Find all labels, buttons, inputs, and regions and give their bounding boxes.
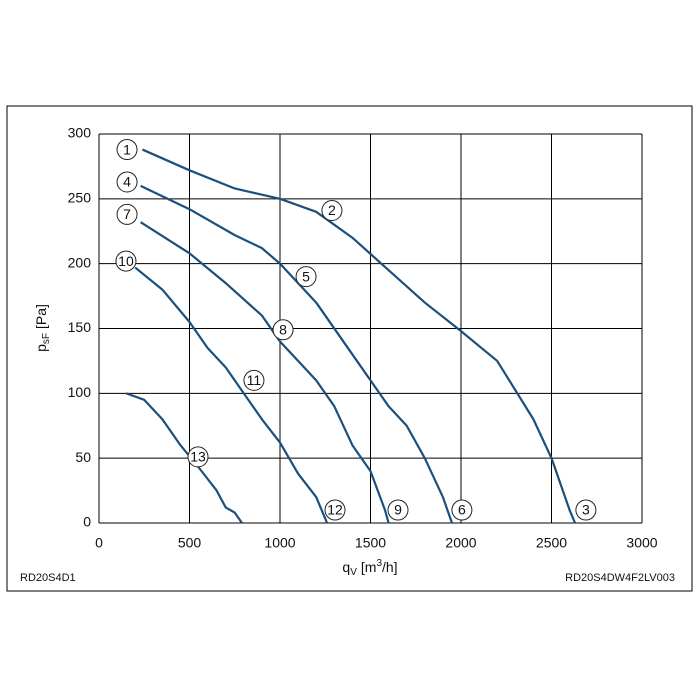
x-tick-label: 2000 (445, 535, 476, 551)
annotation: 12 (327, 502, 343, 518)
annotation: 10 (118, 253, 134, 269)
x-label-unit: [m (361, 559, 377, 575)
x-label-main: q (342, 559, 350, 575)
annotation-circle (115, 250, 137, 272)
x-label-unit-end: /h] (382, 559, 398, 575)
x-tick-label: 500 (178, 535, 202, 551)
x-tick-label: 3000 (626, 535, 657, 551)
footnote-left: RD20S4D1 (20, 572, 76, 584)
annotation-circle (575, 499, 597, 521)
y-tick-label: 200 (68, 254, 92, 270)
annotation: 8 (279, 321, 287, 337)
fan-curve (140, 221, 390, 524)
annotation-circle (116, 171, 138, 193)
y-tick-label: 100 (68, 384, 92, 400)
y-tick-label: 250 (68, 190, 92, 206)
annotation: 3 (582, 502, 590, 518)
annotation-circle (324, 499, 346, 521)
x-tick-label: 0 (95, 535, 103, 551)
annotation-circle (387, 499, 409, 521)
annotation: 5 (302, 268, 310, 284)
annotation-circle (272, 319, 294, 341)
annotation-circle (187, 446, 209, 468)
y-axis-label: psF [Pa] (33, 304, 52, 352)
y-label-main: p (33, 344, 49, 352)
annotation: 9 (394, 502, 402, 518)
annotation-circle (321, 200, 343, 222)
annotation-circle (116, 139, 138, 161)
annotation: 2 (328, 202, 336, 218)
y-label-unit: [Pa] (33, 304, 49, 329)
annotation-circle (243, 369, 265, 391)
x-tick-label: 2500 (536, 535, 567, 551)
annotation: 11 (247, 372, 262, 388)
annotation-circle (295, 266, 317, 288)
annotation: 6 (458, 502, 466, 518)
annotation: 13 (190, 449, 206, 465)
annotation-circle (116, 203, 138, 225)
y-tick-label: 0 (83, 514, 91, 530)
annotation-circle (451, 499, 473, 521)
annotation: 1 (123, 141, 131, 157)
y-tick-label: 300 (68, 125, 92, 141)
y-label-sub: sF (41, 333, 52, 344)
fan-curve (141, 148, 577, 524)
annotation: 7 (123, 206, 131, 222)
x-tick-label: 1000 (264, 535, 295, 551)
x-axis-label: qV [m3/h] (342, 558, 397, 578)
footnote-right: RD20S4DW4F2LV003 (565, 572, 675, 584)
fan-curve (134, 266, 329, 524)
fan-curve (140, 184, 453, 524)
x-tick-label: 1500 (355, 535, 386, 551)
annotation: 4 (123, 174, 131, 190)
x-label-sup: 3 (376, 558, 382, 569)
y-tick-label: 150 (68, 319, 92, 335)
y-tick-label: 50 (75, 449, 91, 465)
x-label-sub: V (350, 567, 357, 578)
